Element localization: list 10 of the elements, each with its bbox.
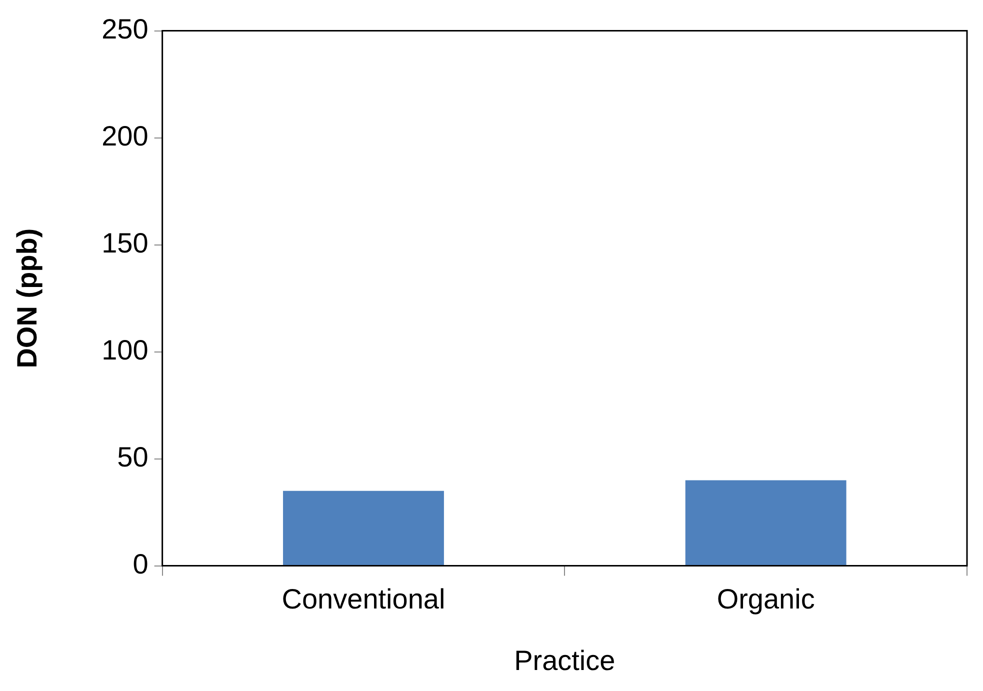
x-axis-title: Practice: [514, 644, 616, 676]
y-tick-label: 50: [117, 442, 148, 473]
y-tick-label: 250: [102, 14, 148, 45]
y-tick-label: 200: [102, 120, 148, 152]
y-tick-label: 150: [102, 228, 148, 259]
y-tick-label: 100: [102, 334, 148, 366]
x-tick-label: Organic: [716, 583, 815, 614]
y-axis-title: DON (ppb): [12, 228, 43, 368]
y-tick-label: 0: [132, 548, 148, 580]
x-tick-label: Conventional: [282, 583, 446, 614]
